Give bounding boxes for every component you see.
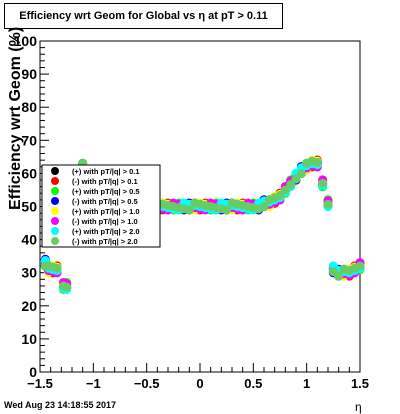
legend-marker (51, 177, 59, 185)
data-point (355, 261, 365, 271)
y-tick-label: 90 (21, 66, 37, 82)
y-tick-label: 30 (21, 265, 37, 281)
y-tick-label: 70 (21, 132, 37, 148)
data-point (312, 157, 322, 167)
legend-label: (-) with pT/|q| > 2.0 (72, 237, 138, 246)
legend-label: (+) with pT/|q| > 2.0 (72, 227, 140, 236)
data-point (296, 169, 306, 179)
chart-title: Efficiency wrt Geom for Global vs η at p… (4, 3, 283, 29)
legend-label: (+) with pT/|q| > 0.5 (72, 187, 140, 196)
x-axis: −1.5 −1 −0.5 0 0.5 1 1.5 (27, 363, 369, 391)
y-tick-label: 20 (21, 298, 37, 314)
y-axis: 0 10 20 30 40 50 60 70 80 90 100 (14, 33, 49, 380)
y-tick-label: 100 (14, 33, 38, 49)
y-tick-label: 50 (21, 199, 37, 215)
y-tick-label: 60 (21, 165, 37, 181)
legend-label: (+) with pT/|q| > 0.1 (72, 167, 140, 176)
data-point (318, 178, 328, 188)
legend-label: (-) with pT/|q| > 1.0 (72, 217, 138, 226)
legend-marker (51, 197, 59, 205)
y-tick-label: 0 (29, 364, 37, 380)
x-tick-label: 0.5 (244, 376, 262, 391)
data-point (52, 263, 62, 273)
legend-marker (51, 167, 59, 175)
x-tick-label: 0 (196, 376, 203, 391)
x-tick-label: −1 (86, 376, 101, 391)
y-tick-label: 80 (21, 99, 37, 115)
legend-marker (51, 207, 59, 215)
legend-label: (+) with pT/|q| > 1.0 (72, 207, 140, 216)
legend-label: (-) with pT/|q| > 0.5 (72, 197, 138, 206)
data-point (184, 205, 194, 215)
legend: (+) with pT/|q| > 0.1(-) with pT/|q| > 0… (41, 164, 161, 248)
timestamp-footer: Wed Aug 23 14:18:55 2017 (4, 400, 117, 410)
x-axis-label: η (355, 400, 362, 414)
data-point (62, 282, 72, 292)
y-axis-label: Efficiency wrt Geom (%) (7, 27, 24, 210)
x-tick-label: 1.5 (351, 376, 369, 391)
legend-marker (51, 187, 59, 195)
legend-box (41, 164, 161, 248)
data-point (222, 205, 232, 215)
legend-marker (51, 227, 59, 235)
data-point (259, 202, 269, 212)
legend-marker (51, 237, 59, 245)
x-tick-label: −1.5 (27, 376, 53, 391)
y-tick-label: 10 (21, 331, 37, 347)
legend-marker (51, 217, 59, 225)
data-point (334, 271, 344, 281)
x-tick-label: −0.5 (134, 376, 160, 391)
x-tick-label: 1 (303, 376, 310, 391)
legend-label: (-) with pT/|q| > 0.1 (72, 177, 138, 186)
data-point (323, 199, 333, 209)
y-tick-label: 40 (21, 232, 37, 248)
